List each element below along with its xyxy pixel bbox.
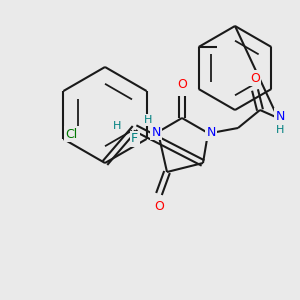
Text: H: H — [113, 121, 121, 131]
Text: Cl: Cl — [65, 128, 78, 140]
Text: O: O — [154, 200, 164, 212]
Text: H: H — [144, 115, 152, 125]
Text: H: H — [276, 125, 284, 135]
Text: O: O — [250, 71, 260, 85]
Text: N: N — [206, 127, 216, 140]
Text: N: N — [275, 110, 285, 122]
Text: O: O — [177, 79, 187, 92]
Text: N: N — [151, 125, 161, 139]
Text: F: F — [131, 133, 138, 146]
